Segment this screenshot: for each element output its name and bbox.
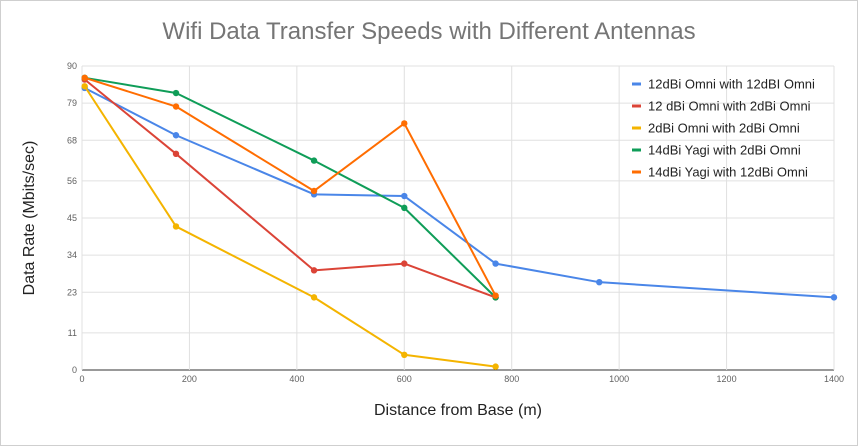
- legend-entry: 12 dBi Omni with 2dBi Omni: [648, 99, 811, 114]
- x-tick-label: 800: [504, 374, 519, 384]
- x-tick-label: 600: [397, 374, 412, 384]
- y-tick-label: 23: [67, 287, 77, 297]
- data-point: [172, 223, 180, 230]
- data-point: [172, 150, 180, 158]
- data-point: [492, 260, 499, 267]
- data-point: [172, 132, 180, 139]
- data-point: [172, 89, 180, 97]
- data-point: [310, 157, 318, 164]
- y-tick-label: 79: [67, 98, 77, 108]
- x-tick-label: 0: [79, 374, 84, 384]
- series-line-4: [84, 76, 497, 299]
- data-point: [596, 278, 603, 286]
- x-tick-label: 1400: [824, 374, 844, 384]
- y-tick-label: 34: [67, 250, 77, 260]
- series-line-5: [84, 76, 497, 297]
- chart-title: Wifi Data Transfer Speeds with Different…: [162, 18, 696, 45]
- legend-entry: 2dBi Omni with 2dBi Omni: [648, 121, 800, 136]
- data-point: [310, 267, 318, 274]
- data-point: [310, 294, 318, 301]
- x-tick-label: 1200: [717, 374, 737, 384]
- data-point: [401, 260, 408, 267]
- y-tick-label: 68: [67, 135, 77, 145]
- data-point: [492, 292, 499, 299]
- data-point: [830, 294, 838, 301]
- x-tick-label: 1000: [609, 374, 629, 384]
- data-point: [401, 192, 408, 200]
- x-tick-label: 200: [182, 374, 197, 384]
- y-tick-label: 0: [72, 365, 77, 375]
- data-point: [401, 351, 408, 358]
- y-tick-label: 56: [67, 176, 77, 186]
- data-point: [401, 120, 408, 127]
- data-point: [172, 103, 180, 110]
- x-tick-label: 400: [289, 374, 304, 384]
- data-point: [492, 363, 499, 370]
- series-line-3: [83, 85, 496, 368]
- y-tick-label: 45: [67, 213, 77, 223]
- data-point: [81, 83, 88, 90]
- legend-entry: 12dBi Omni with 12dBI Omni: [648, 77, 815, 92]
- x-axis-label: Distance from Base (m): [373, 402, 543, 419]
- data-point: [81, 74, 88, 82]
- series-line-2: [84, 78, 496, 299]
- y-tick-label: 90: [67, 61, 77, 71]
- data-point: [401, 204, 408, 212]
- legend-entry: 14dBi Yagi with 12dBi Omni: [648, 165, 808, 180]
- legend-entry: 14dBi Yagi with 2dBi Omni: [648, 143, 801, 158]
- y-tick-label: 11: [68, 328, 77, 338]
- data-point: [310, 187, 318, 195]
